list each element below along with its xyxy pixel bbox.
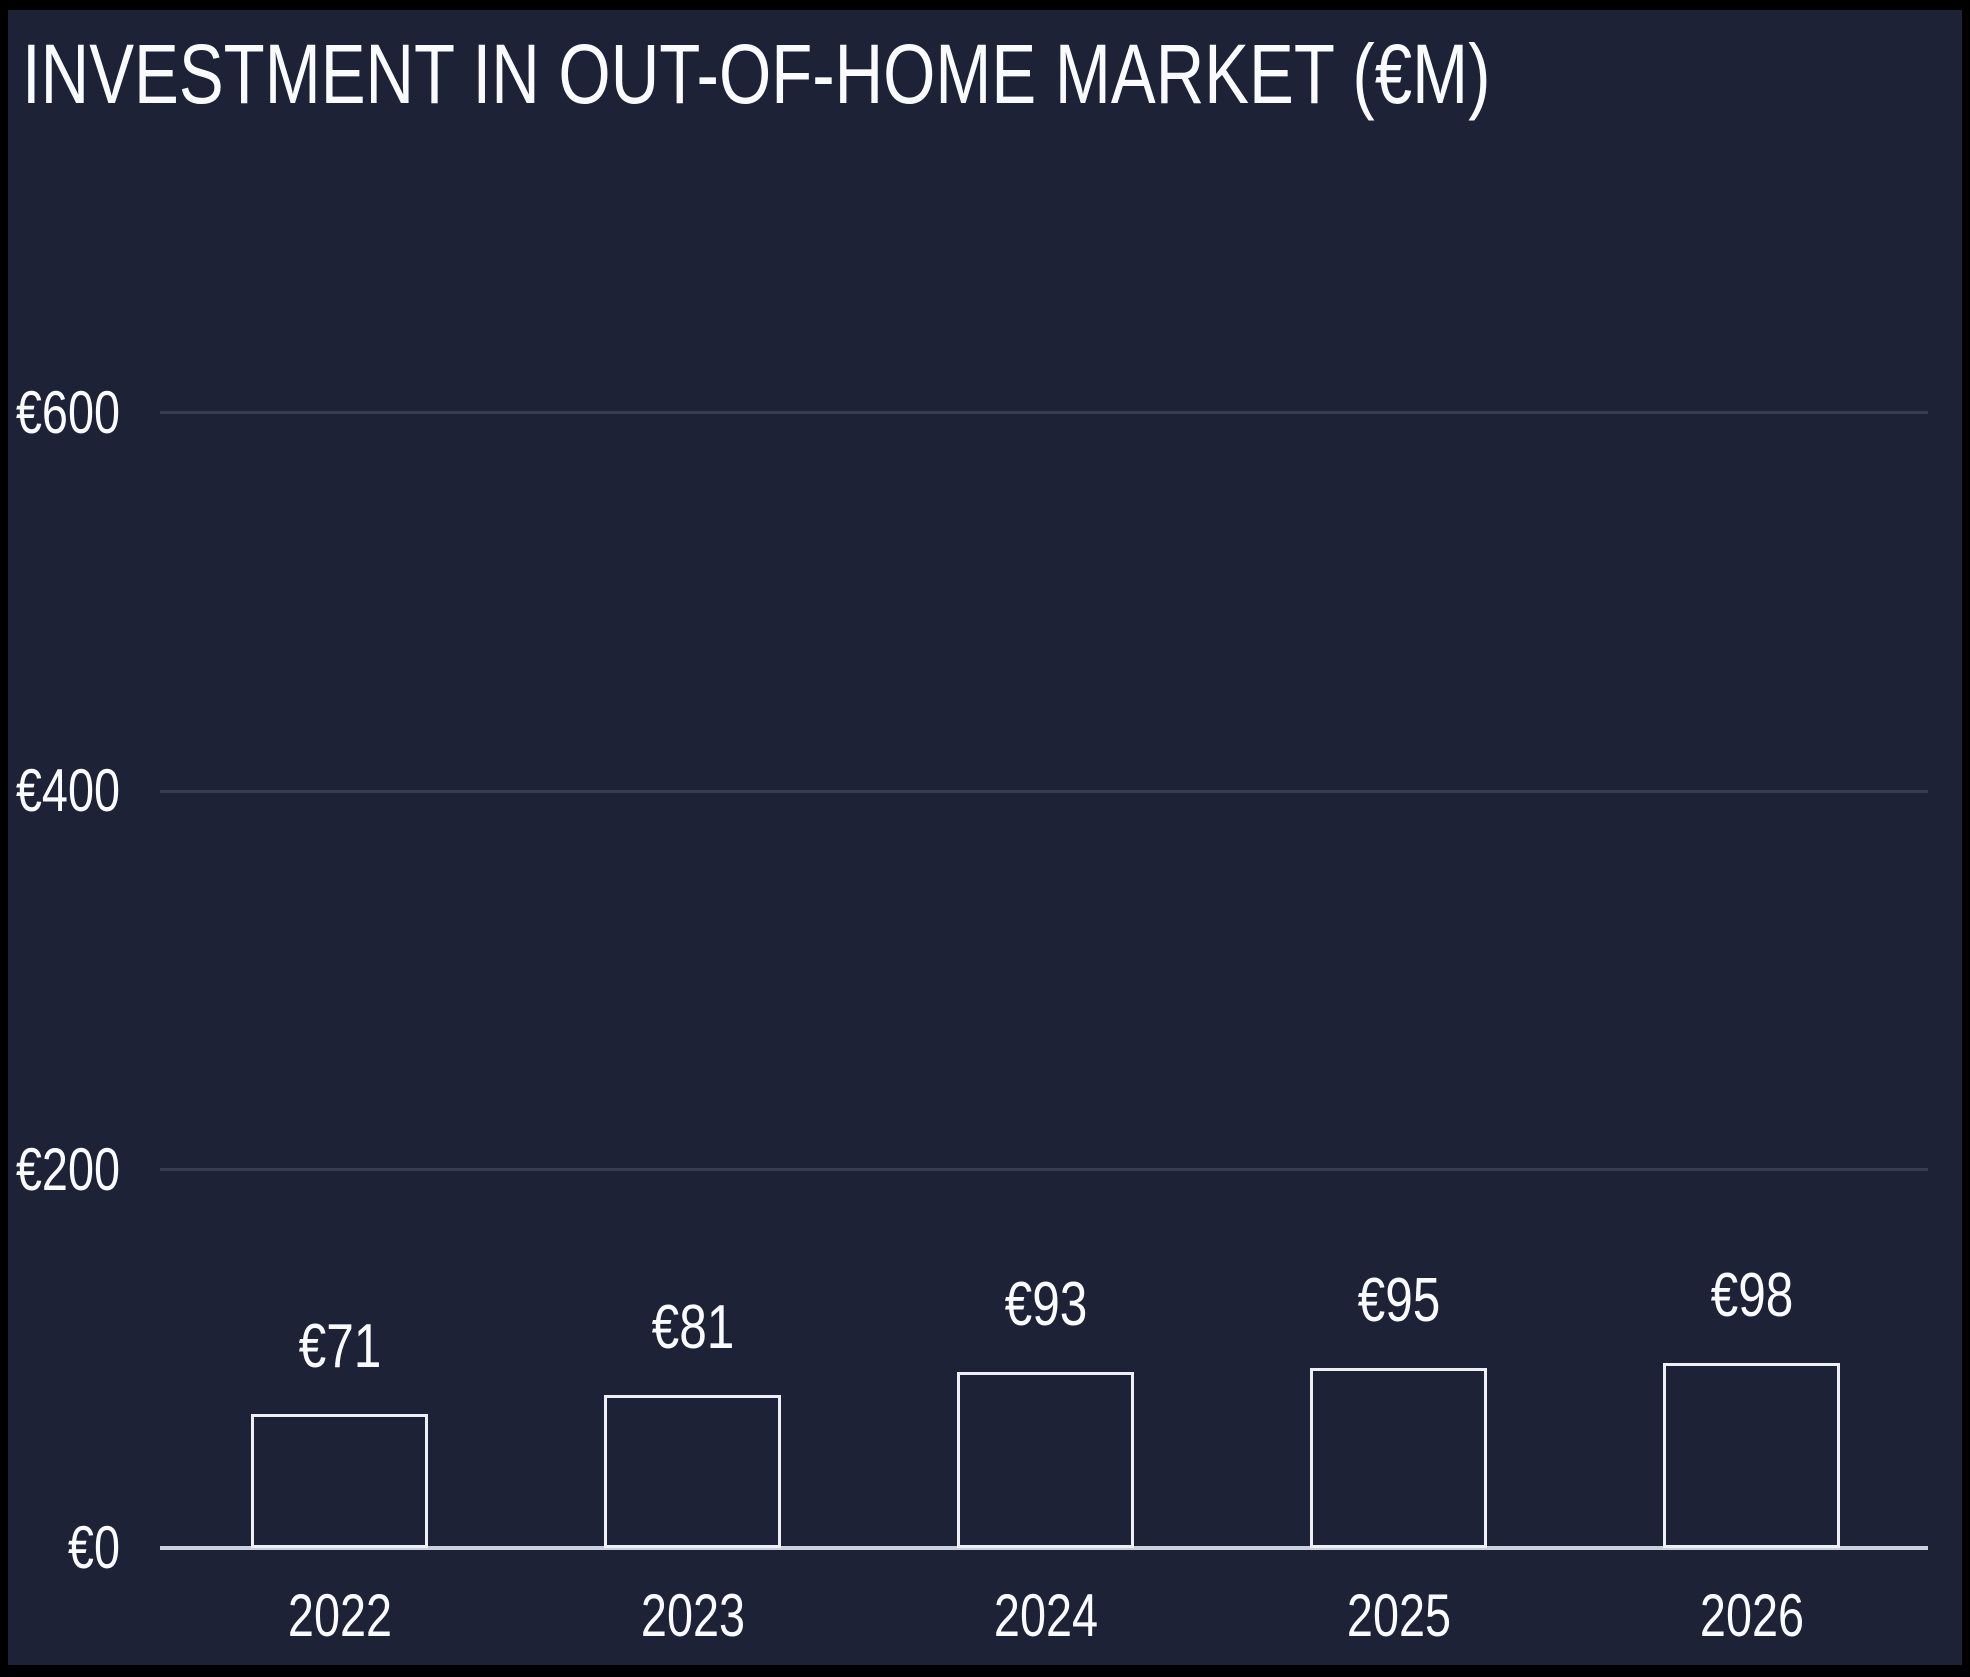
chart-title: INVESTMENT IN OUT-OF-HOME MARKET (€M) (22, 27, 1491, 121)
y-tick-label-600: €600 (15, 378, 121, 446)
bar-value-label-2023: €81 (651, 1292, 734, 1362)
x-tick-label-2024: 2024 (993, 1582, 1098, 1649)
y-tick-label-200: €200 (15, 1135, 121, 1203)
bar-2025 (1310, 1368, 1487, 1548)
bar-value-label-2025: €95 (1357, 1266, 1440, 1336)
x-tick-label-2025: 2025 (1346, 1582, 1451, 1649)
y-tick-label-0: €0 (67, 1514, 120, 1581)
bar-2024 (957, 1371, 1134, 1548)
bar-value-label-2022: €71 (298, 1311, 381, 1381)
x-tick-label-2023: 2023 (640, 1582, 745, 1649)
gridline-200 (160, 1168, 1928, 1171)
bar-value-label-2024: €93 (1004, 1269, 1087, 1339)
bar-2023 (604, 1394, 781, 1548)
gridline-600 (160, 411, 1928, 414)
x-tick-label-2022: 2022 (287, 1582, 392, 1649)
x-axis-line (160, 1546, 1928, 1550)
y-tick-label-400: €400 (15, 757, 121, 824)
x-tick-label-2026: 2026 (1699, 1582, 1804, 1649)
bar-2022 (251, 1413, 428, 1548)
gridline-400 (160, 789, 1928, 793)
bar-value-label-2026: €98 (1710, 1260, 1793, 1330)
chart-slide: INVESTMENT IN OUT-OF-HOME MARKET (€M) €0… (8, 10, 1962, 1665)
bar-2026 (1663, 1362, 1840, 1548)
